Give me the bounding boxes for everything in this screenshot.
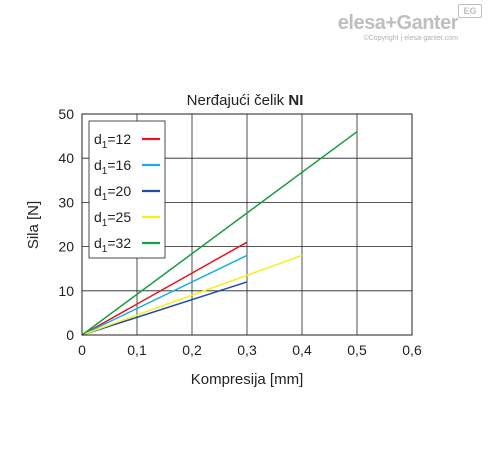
y-tick-label: 50 [58,106,74,122]
series-line-d1-25 [81,254,303,336]
legend-label-value: =25 [107,209,131,225]
legend-label: d1=25 [94,209,131,229]
chart-title-bold: NI [288,92,303,109]
brand-copyright: ©Copyright | elesa-ganter.com [363,35,458,42]
series-line-d1-32 [81,131,358,336]
brand-badge: EG [458,4,482,18]
legend-label: d1=12 [94,131,131,151]
y-tick-label: 10 [58,283,74,299]
brand-logo: elesa+Ganter [337,12,459,34]
legend-label-main: d [94,235,102,251]
legend-label-value: =32 [107,235,131,251]
y-tick-label: 40 [58,150,74,166]
legend-label-subscript: 1 [102,140,108,151]
x-tick-label: 0,1 [127,342,147,358]
x-tick-label: 0 [78,342,86,358]
legend-label-subscript: 1 [102,244,108,255]
legend-label-subscript: 1 [102,192,108,203]
y-tick-label: 30 [58,194,74,210]
x-tick-label: 0,3 [237,342,257,358]
series-line-d1-20 [81,281,248,336]
y-tick-label: 0 [66,327,74,343]
x-axis-label: Kompresija [mm] [191,371,304,388]
brand-watermark: elesa+Ganter ©Copyright | elesa-ganter.c… [337,12,459,43]
series-line-d1-16 [81,254,248,336]
series-line-d1-12 [81,241,248,336]
legend-label-main: d [94,131,102,147]
legend-label: d1=16 [94,157,131,177]
chart-series [81,131,358,336]
chart-title-prefix: Nerđajući čelik [187,92,289,109]
legend-label-value: =20 [107,183,131,199]
x-tick-label: 0,6 [402,342,422,358]
legend-label-subscript: 1 [102,218,108,229]
x-tick-labels: 0 0,1 0,2 0,3 0,4 0,5 0,6 [78,342,422,358]
x-tick-label: 0,5 [347,342,367,358]
legend-label-main: d [94,157,102,173]
y-tick-label: 20 [58,239,74,255]
x-tick-label: 0,4 [292,342,312,358]
legend-label-value: =16 [107,157,131,173]
legend-box [88,120,166,259]
legend-label-value: =12 [107,131,131,147]
y-tick-labels: 0 10 20 30 40 50 [58,106,74,343]
legend-label-main: d [94,209,102,225]
x-tick-label: 0,2 [182,342,202,358]
plot-border [81,113,413,336]
y-axis-label: Sila [N] [25,201,42,249]
legend-label-main: d [94,183,102,199]
chart-title: Nerđajući čelik NI [187,92,304,109]
legend-label: d1=32 [94,235,131,255]
legend-label-subscript: 1 [102,166,108,177]
legend-label: d1=20 [94,183,131,203]
